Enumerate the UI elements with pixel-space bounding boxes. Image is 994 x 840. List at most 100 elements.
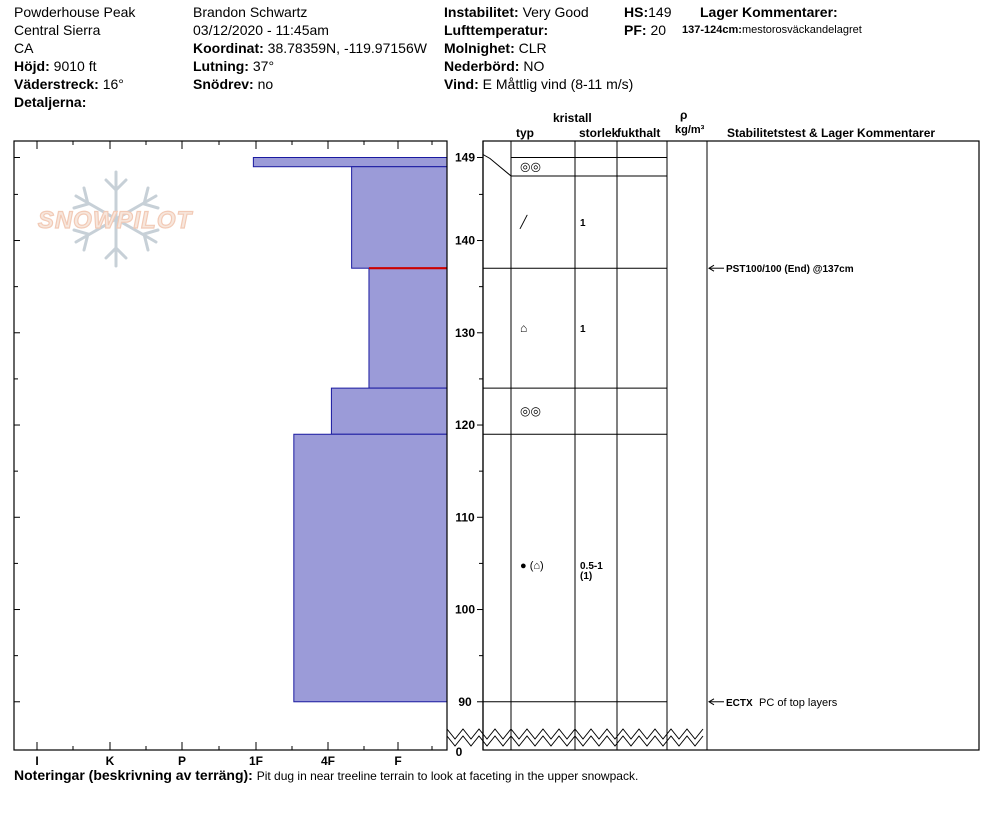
notes-label: Noteringar (beskrivning av terräng): xyxy=(14,767,253,783)
layer-grid-columns xyxy=(510,141,708,750)
col-density-unit: kg/m³ xyxy=(675,124,705,136)
slope-label: Lutning: xyxy=(193,58,249,74)
test-code: ECTX xyxy=(726,698,753,709)
location: Powderhouse Peak xyxy=(14,4,136,20)
snowpilot-logo: SNOWPILOT xyxy=(37,170,193,268)
coord-value: 38.78359N, -119.97156W xyxy=(267,40,427,56)
hs-value: 149 xyxy=(648,4,672,20)
depth-label: 130 xyxy=(455,326,475,340)
hardness-label: 4F xyxy=(321,754,335,768)
snowflake-icon xyxy=(72,170,160,268)
crystal-rows: ◎◎ ╱ 1 ⌂ 1 ◎◎ ● (⌂) 0.5-1(1) xyxy=(519,160,603,583)
crystal-type: ╱ xyxy=(519,214,528,229)
drift: Snödrev: no xyxy=(193,76,273,92)
stability-value: Very Good xyxy=(522,4,589,20)
crystal-type: ◎◎ xyxy=(520,404,541,418)
aspect-label: Väderstreck: xyxy=(14,76,99,92)
axis-break xyxy=(446,728,704,747)
precip: Nederbörd: NO xyxy=(444,58,544,74)
depth-label: 110 xyxy=(455,510,475,524)
airtemp-label: Lufttemperatur: xyxy=(444,22,549,38)
wind-value: E Måttlig vind (8-11 m/s) xyxy=(482,76,634,92)
layer-grid-frame xyxy=(482,140,980,751)
state: CA xyxy=(14,40,34,56)
hs: HS:149 xyxy=(624,4,671,20)
col-size: storlek xyxy=(579,126,619,140)
test-text: PC of top layers xyxy=(759,697,838,709)
air-temp: Lufttemperatur: xyxy=(444,22,548,38)
col-crystal: kristall xyxy=(553,111,592,125)
sky-label: Molnighet: xyxy=(444,40,515,56)
depth-label: 140 xyxy=(455,234,475,248)
layer-comment-text: mestorosväckandelagret xyxy=(741,24,862,36)
sky: Molnighet: CLR xyxy=(444,40,547,56)
hardness-label: 1F xyxy=(249,754,263,768)
crystal-size-secondary: (1) xyxy=(580,571,592,582)
layer-connector xyxy=(482,154,512,177)
hardness-layer xyxy=(293,433,448,703)
col-stability: Stabilitetstest & Lager Kommentarer xyxy=(727,126,936,140)
aspect-value: 16° xyxy=(102,76,124,92)
hs-label: HS: xyxy=(624,4,649,20)
hardness-label: K xyxy=(106,754,115,768)
crystal-type: ● (⌂) xyxy=(520,560,544,572)
coordinates: Koordinat: 38.78359N, -119.97156W xyxy=(193,40,427,56)
pf-label: PF: xyxy=(624,22,647,38)
arrow-left-icon xyxy=(708,264,715,272)
stability-label: Instabilitet: xyxy=(444,4,519,20)
hardness-frame xyxy=(13,140,448,751)
pf-value: 20 xyxy=(650,22,667,38)
elevation-label: Höjd: xyxy=(14,58,50,74)
drift-label: Snödrev: xyxy=(193,76,254,92)
wind-label: Vind: xyxy=(444,76,479,92)
hardness-layer xyxy=(351,166,448,269)
aspect: Väderstreck: 16° xyxy=(14,76,124,92)
precip-label: Nederbörd: xyxy=(444,58,520,74)
stability-tests: PST100/100 (End) @137cm ECTX PC of top lay… xyxy=(708,264,854,709)
col-moisture: fukthalt xyxy=(617,126,661,140)
stability: Instabilitet: Very Good xyxy=(444,4,589,20)
depth-zero-label: 0 xyxy=(456,745,463,759)
crystal-type: ⌂ xyxy=(520,321,527,335)
sky-value: CLR xyxy=(518,40,547,56)
layer-comment-range: 137-124cm: xyxy=(682,24,742,36)
layer-comments-label: Lager Kommentarer: xyxy=(700,4,838,20)
hardness-layer xyxy=(368,267,448,389)
hardness-label: P xyxy=(178,754,186,768)
hardness-axis: I K P 1F 4F F xyxy=(35,141,433,768)
datetime: 03/12/2020 - 11:45am xyxy=(193,22,329,38)
col-type: typ xyxy=(516,126,534,140)
slope: Lutning: 37° xyxy=(193,58,274,74)
hardness-layer xyxy=(330,387,448,435)
test-code: PST100/100 (End) @137cm xyxy=(726,264,854,275)
layer-comment: 137-124cm:mestorosväckandelagret xyxy=(682,24,862,36)
crystal-size: 1 xyxy=(580,324,586,335)
depth-label: 120 xyxy=(455,418,475,432)
crystal-size: 0.5-1 xyxy=(580,561,603,572)
crystal-type: ◎◎ xyxy=(520,160,541,174)
range: Central Sierra xyxy=(14,22,101,38)
notes-text: Pit dug in near treeline terrain to look… xyxy=(256,769,639,783)
col-rho: ρ xyxy=(680,108,688,122)
notes: Noteringar (beskrivning av terräng): Pit… xyxy=(14,767,638,783)
elevation: Höjd: 9010 ft xyxy=(14,58,96,74)
layer-boundaries xyxy=(482,154,667,703)
drift-value: no xyxy=(257,76,274,92)
pf: PF: 20 xyxy=(624,22,666,38)
details-label: Detaljerna: xyxy=(14,94,87,110)
coord-label: Koordinat: xyxy=(193,40,264,56)
arrow-left-icon xyxy=(708,698,715,706)
hardness-label: I xyxy=(35,754,38,768)
hardness-layers xyxy=(252,157,448,703)
slope-value: 37° xyxy=(252,58,275,74)
hardness-layer xyxy=(252,157,448,168)
precip-value: NO xyxy=(523,58,545,74)
depth-label: 100 xyxy=(455,603,475,617)
observer: Brandon Schwartz xyxy=(193,4,308,20)
elevation-value: 9010 ft xyxy=(53,58,97,74)
crystal-size: 1 xyxy=(580,218,586,229)
depth-label: 90 xyxy=(458,695,472,709)
wind: Vind: E Måttlig vind (8-11 m/s) xyxy=(444,76,633,92)
depth-label: 149 xyxy=(455,151,475,165)
